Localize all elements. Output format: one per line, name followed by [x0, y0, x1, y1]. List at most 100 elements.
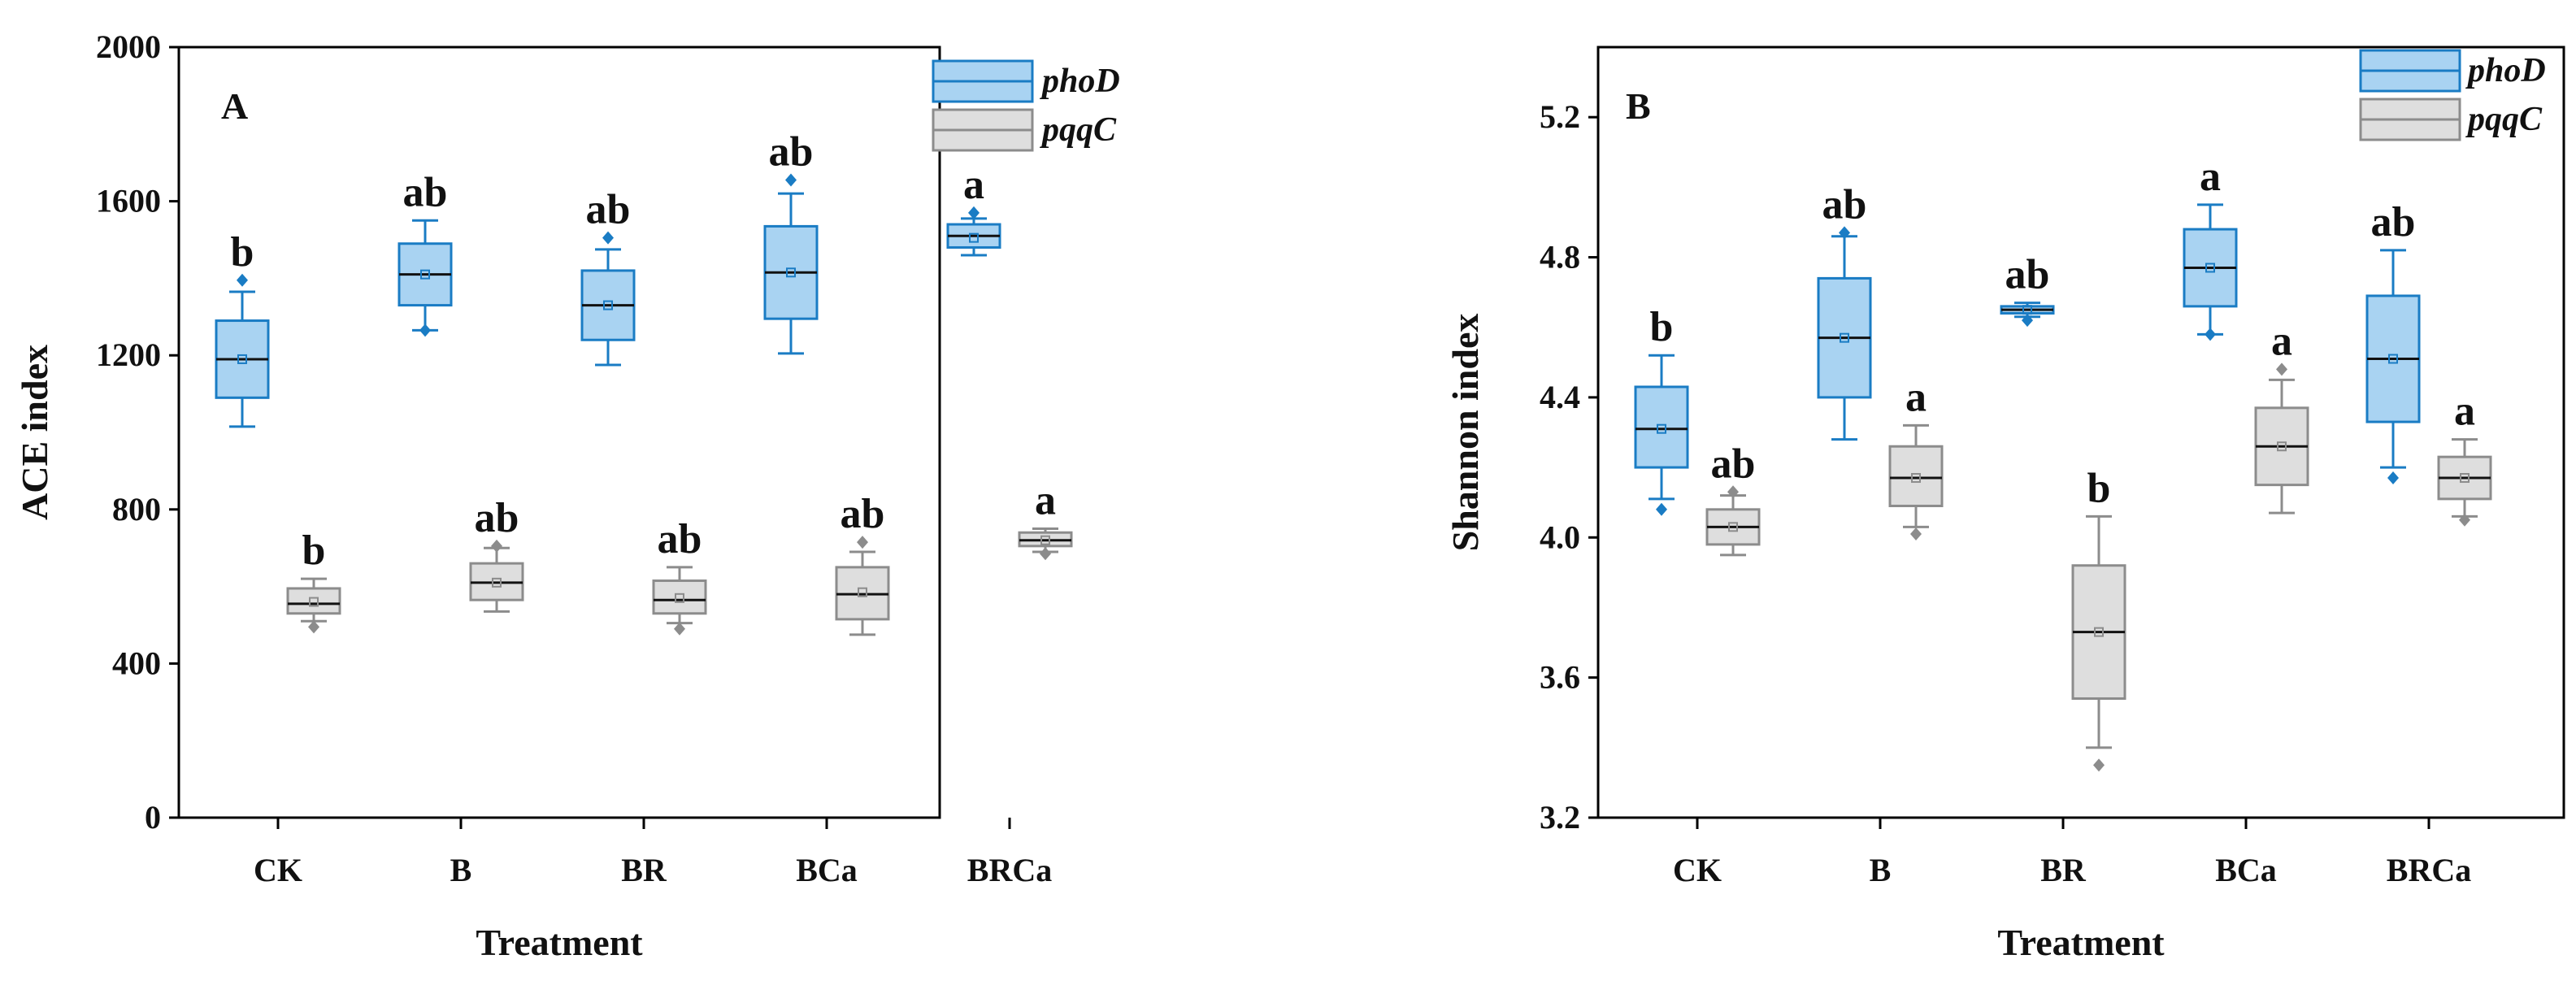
x-tick-label: BCa: [2215, 852, 2277, 888]
box-phoD-BRCa: ab: [2365, 199, 2421, 485]
mean-marker: [1911, 473, 1921, 484]
significance-letter: a: [963, 162, 984, 208]
mean-marker: [2094, 627, 2104, 637]
y-axis-title: ACE index: [14, 345, 55, 520]
box-phoD-CK: b: [1634, 304, 1689, 516]
mean-marker: [675, 593, 684, 603]
panel-a: A ACE index Treatment 0 400 800 1200 1600 200…: [14, 28, 1120, 963]
significance-letter: ab: [769, 129, 814, 176]
box-pqqC-BRCa: a: [2437, 388, 2492, 527]
outlier-point: [2387, 471, 2399, 485]
box-phoD-B: ab: [1817, 181, 1872, 441]
y-tick-label: 2000: [96, 28, 161, 65]
outlier-point: [2022, 314, 2033, 328]
x-tick-label: BR: [2040, 852, 2087, 888]
significance-letter: ab: [1822, 181, 1867, 228]
panel-label: B: [1626, 85, 1651, 127]
box-pqqC-BRCa: a: [1018, 478, 1073, 561]
box-body: [286, 587, 341, 615]
legend: phoD pqqC: [2359, 49, 2546, 141]
x-tick-label: BRCa: [967, 852, 1052, 888]
outlier-point: [491, 539, 502, 553]
x-ticks: CK B BR BCa BRCa: [254, 818, 1052, 888]
mean-marker: [309, 597, 319, 607]
significance-letter: a: [1035, 478, 1056, 524]
outlier-point: [1040, 547, 1051, 561]
significance-letter: b: [1650, 304, 1674, 350]
significance-letter: b: [2087, 465, 2111, 511]
box-pqqC-BR: ab: [652, 516, 707, 636]
outlier-point: [1727, 485, 1739, 499]
box-pqqC-B: a: [1888, 374, 1944, 540]
significance-letter: ab: [403, 169, 448, 215]
legend-label-phoD: phoD: [2465, 52, 2546, 89]
mean-marker: [2205, 263, 2215, 273]
significance-letter: a: [2271, 318, 2292, 364]
legend: phoD pqqC: [932, 59, 1120, 152]
y-tick-label: 400: [112, 645, 161, 681]
y-tick-label: 0: [145, 799, 161, 836]
y-ticks: 0 400 800 1200 1600 2000: [96, 28, 179, 836]
y-tick-label: 4.0: [1540, 519, 1580, 555]
outlier-point: [2205, 328, 2216, 341]
box-pqqC-B: ab: [469, 495, 524, 613]
mean-marker: [2388, 354, 2398, 364]
x-tick-label: BRCa: [2387, 852, 2471, 888]
mean-marker: [969, 232, 979, 243]
mean-marker: [492, 577, 502, 588]
significance-letter: ab: [2005, 252, 2050, 298]
box-pqqC-BCa: a: [2254, 318, 2309, 514]
y-tick-label: 3.2: [1540, 799, 1580, 836]
x-tick-label: B: [1870, 852, 1892, 888]
legend-label-pqqC: pqqC: [2465, 101, 2543, 138]
outlier-point: [419, 323, 431, 337]
significance-letter: ab: [658, 516, 702, 562]
outlier-point: [1656, 502, 1667, 516]
y-tick-label: 5.2: [1540, 98, 1580, 135]
significance-letter: b: [231, 229, 254, 276]
box-body: [1634, 385, 1689, 469]
box-phoD-BCa: a: [2183, 154, 2238, 341]
x-tick-label: CK: [254, 852, 302, 888]
x-tick-label: BCa: [796, 852, 858, 888]
mean-marker: [603, 300, 613, 310]
x-tick-label: BR: [621, 852, 667, 888]
outlier-point: [2093, 758, 2105, 772]
mean-marker: [1040, 535, 1050, 545]
legend-label-phoD: phoD: [1040, 63, 1120, 100]
significance-letter: ab: [586, 187, 631, 233]
x-ticks: CK B BR BCa BRCa: [1673, 818, 2471, 888]
x-axis-title: Treatment: [476, 922, 643, 963]
significance-letter: a: [1905, 374, 1927, 420]
y-tick-label: 1600: [96, 183, 161, 219]
panel-b: B Shannon index Treatment 3.2 3.6 4.0 4.4 4.…: [1444, 46, 2565, 963]
box-phoD-B: ab: [397, 169, 453, 337]
box-body: [1888, 445, 1944, 507]
mean-marker: [2460, 473, 2470, 484]
mean-marker: [1840, 332, 1849, 343]
outlier-point: [674, 622, 685, 636]
significance-letter: a: [2454, 388, 2475, 435]
mean-marker: [2277, 441, 2287, 452]
significance-letter: ab: [2371, 199, 2416, 245]
mean-marker: [786, 267, 796, 278]
plot-frame: [1596, 46, 2565, 819]
significance-letter: b: [302, 527, 326, 574]
mean-marker: [1728, 522, 1738, 532]
x-tick-label: CK: [1673, 852, 1722, 888]
y-tick-label: 3.6: [1540, 659, 1580, 696]
box-pqqC-BR: b: [2071, 465, 2126, 772]
significance-letter: ab: [841, 491, 885, 537]
outlier-point: [602, 231, 614, 245]
outlier-point: [2276, 362, 2287, 376]
box-pqqC-CK: b: [286, 527, 341, 634]
outlier-point: [237, 273, 248, 287]
outlier-point: [1910, 527, 1922, 540]
mean-marker: [858, 587, 867, 597]
outlier-point: [785, 173, 797, 187]
y-ticks: 3.2 3.6 4.0 4.4 4.8 5.2: [1540, 98, 1598, 836]
box-pqqC-CK: ab: [1705, 441, 1761, 557]
